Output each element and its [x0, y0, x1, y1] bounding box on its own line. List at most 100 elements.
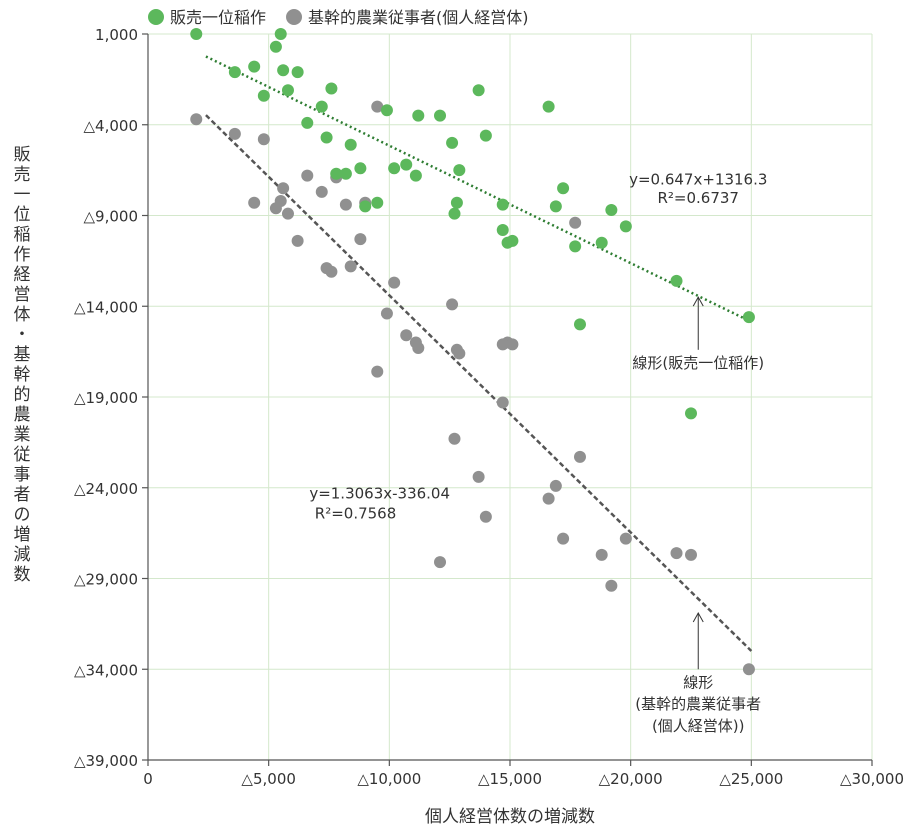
point-rice [248, 60, 261, 73]
point-workers [412, 341, 425, 354]
point-rice [742, 311, 755, 324]
point-rice [450, 196, 463, 209]
annotation-text: 線形 [683, 673, 713, 691]
point-rice [257, 89, 270, 102]
arrow-head-icon [692, 296, 704, 307]
annotation-text: (基幹的農業従事者 [635, 695, 761, 713]
annotation-text: 線形(販売一位稲作) [632, 354, 764, 372]
point-rice [448, 207, 461, 220]
point-rice [472, 84, 485, 97]
point-rice [400, 158, 413, 171]
point-workers [605, 579, 618, 592]
point-workers [354, 233, 367, 246]
point-workers [434, 556, 447, 569]
y-tick-label: △14,000 [74, 298, 138, 316]
point-workers [619, 532, 632, 545]
point-workers [549, 479, 562, 492]
x-axis-title: 個人経営体数の増減数 [425, 807, 595, 827]
trendlines [205, 55, 753, 652]
point-rice [359, 200, 372, 213]
x-tick-label: △25,000 [719, 770, 783, 788]
point-rice [281, 84, 294, 97]
point-workers [496, 396, 509, 409]
point-rice [277, 64, 290, 77]
y-tick-label: △24,000 [74, 480, 138, 498]
annotation-text: R²=0.6737 [657, 189, 739, 207]
x-tick-label: △20,000 [599, 770, 663, 788]
point-workers [479, 510, 492, 523]
x-tick-label: △30,000 [840, 770, 904, 788]
point-workers [446, 298, 459, 311]
annotation-text: y=0.647x+1316.3 [629, 171, 767, 189]
point-rice [301, 116, 314, 129]
point-rice [388, 162, 401, 175]
y-tick-label: △39,000 [74, 752, 138, 770]
point-rice [320, 131, 333, 144]
point-workers [685, 548, 697, 561]
x-tick-label: △15,000 [478, 770, 542, 788]
legend-marker [148, 9, 164, 25]
point-workers [595, 548, 608, 561]
y-axis-title: 販売一位稲作経営体・基幹的農業従事者の増減数 [14, 145, 31, 585]
data-points [190, 28, 755, 676]
point-workers [670, 547, 683, 560]
point-rice [269, 40, 282, 53]
point-rice [569, 240, 582, 253]
axis-titles: 個人経営体数の増減数 販売一位稲作経営体・基幹的農業従事者の増減数 [14, 145, 596, 827]
annotation-text: (個人経営体)) [652, 717, 745, 735]
point-workers [274, 194, 287, 207]
point-workers [281, 207, 294, 220]
point-rice [549, 200, 562, 213]
point-workers [400, 329, 413, 342]
legend-label: 基幹的農業従事者(個人経営体) [308, 8, 529, 27]
point-workers [248, 196, 261, 209]
annotations: y=0.647x+1316.3R²=0.6737 線形(販売一位稲作) y=1.30… [309, 171, 767, 735]
point-rice [228, 66, 241, 79]
annotation-text: R²=0.7568 [315, 505, 397, 523]
point-workers [339, 198, 352, 211]
point-workers [569, 216, 582, 229]
point-workers [742, 663, 755, 676]
x-tick-label: △5,000 [241, 770, 295, 788]
point-workers [448, 432, 461, 445]
point-workers [453, 347, 466, 360]
point-workers [277, 182, 290, 195]
point-rice [453, 164, 466, 177]
point-workers [190, 113, 203, 126]
y-tick-label: 1,000 [95, 26, 138, 44]
point-workers [291, 234, 304, 247]
point-rice [434, 109, 447, 122]
point-workers [506, 338, 519, 351]
point-rice [274, 28, 287, 40]
legend-label: 販売一位稲作 [170, 8, 266, 27]
point-workers [371, 100, 384, 113]
point-rice [619, 220, 632, 233]
x-tick-label: △10,000 [357, 770, 421, 788]
point-rice [354, 162, 367, 175]
point-workers [388, 276, 401, 289]
grid-lines [148, 33, 873, 760]
point-rice [685, 407, 697, 420]
point-rice [595, 236, 608, 249]
point-rice [496, 198, 509, 211]
axes: 0 △5,000 △10,000 △15,000 △20,000 △25,000 △30,0… [74, 26, 904, 788]
arrow-head-icon [692, 611, 704, 623]
point-rice [339, 167, 352, 180]
x-tick-label: 0 [143, 770, 153, 788]
point-rice [573, 318, 586, 331]
point-workers [257, 133, 270, 146]
annotation-text: y=1.3063x-336.04 [309, 485, 450, 503]
point-workers [542, 492, 555, 505]
point-rice [412, 109, 425, 122]
point-workers [325, 265, 338, 278]
point-rice [190, 28, 203, 40]
point-rice [496, 224, 509, 237]
point-workers [371, 365, 384, 378]
point-rice [380, 104, 393, 117]
point-rice [506, 234, 519, 247]
y-tick-label: △34,000 [74, 661, 138, 679]
point-workers [472, 470, 485, 483]
y-tick-label: △29,000 [74, 571, 138, 589]
trendline-rice [205, 55, 752, 323]
